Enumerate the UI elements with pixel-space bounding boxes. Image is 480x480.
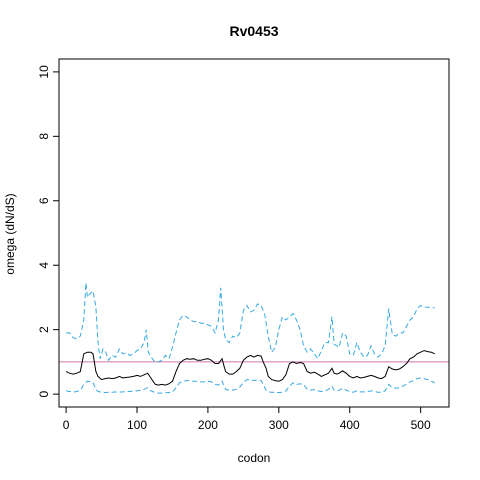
x-axis-label: codon [238, 451, 271, 465]
x-tick-label: 500 [411, 418, 431, 432]
x-tick-label: 200 [198, 418, 218, 432]
x-tick-label: 100 [127, 418, 147, 432]
x-tick-label: 400 [340, 418, 360, 432]
y-axis-label: omega (dN/dS) [3, 193, 17, 274]
x-tick-label: 0 [63, 418, 70, 432]
y-tick-label: 2 [37, 326, 51, 333]
series-upper-line [66, 282, 435, 363]
y-tick-label: 0 [37, 390, 51, 397]
plot-area [59, 282, 449, 394]
y-tick-label: 4 [37, 262, 51, 269]
y-axis: 0 2 4 6 8 10 [37, 65, 60, 397]
y-tick-label: 8 [37, 133, 51, 140]
y-tick-label: 10 [37, 65, 51, 79]
x-tick-label: 300 [269, 418, 289, 432]
x-axis: 0 100 200 300 400 500 [63, 406, 431, 432]
series-lower-line [66, 377, 436, 394]
series-estimate-line [65, 350, 436, 386]
y-tick-label: 6 [37, 197, 51, 204]
chart-title: Rv0453 [229, 23, 278, 39]
plot-frame [58, 58, 450, 408]
